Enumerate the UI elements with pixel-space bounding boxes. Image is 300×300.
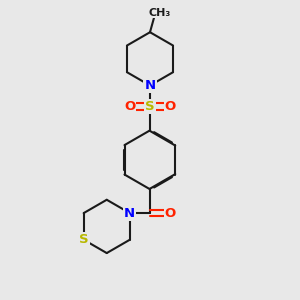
Text: O: O bbox=[124, 100, 135, 113]
Text: S: S bbox=[145, 100, 155, 113]
Text: S: S bbox=[79, 233, 88, 246]
Text: N: N bbox=[124, 207, 135, 220]
Text: O: O bbox=[165, 207, 176, 220]
Text: CH₃: CH₃ bbox=[148, 8, 170, 18]
Text: N: N bbox=[144, 79, 156, 92]
Text: O: O bbox=[165, 100, 176, 113]
